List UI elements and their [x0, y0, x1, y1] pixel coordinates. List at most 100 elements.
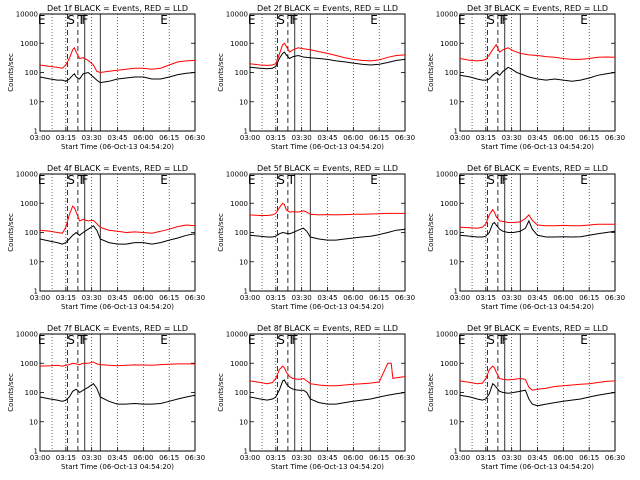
x-tick-label: 06:30 [185, 134, 205, 142]
x-tick-label: 06:00 [343, 134, 363, 142]
panel-title: Det 6f BLACK = Events, RED = LLD [467, 164, 608, 173]
panel-title: Det 5f BLACK = Events, RED = LLD [257, 164, 398, 173]
phase-marker: E [38, 333, 46, 347]
x-tick-label: 03:45 [107, 454, 127, 462]
x-tick-label: 06:15 [579, 294, 599, 302]
x-tick-label: 03:00 [240, 454, 260, 462]
panel-title: Det 4f BLACK = Events, RED = LLD [47, 164, 188, 173]
y-tick-label: 10 [29, 258, 38, 266]
x-tick-label: 06:15 [159, 134, 179, 142]
phase-marker: T [77, 173, 86, 187]
x-tick-label: 06:00 [133, 134, 153, 142]
phase-marker: E [370, 13, 378, 27]
x-tick-label: 06:00 [343, 454, 363, 462]
y-tick-label: 100 [445, 69, 458, 77]
x-tick-label: 06:15 [369, 294, 389, 302]
phase-marker: F [291, 333, 298, 347]
x-tick-label: 06:15 [579, 134, 599, 142]
phase-marker: T [287, 333, 296, 347]
x-tick-label: 06:15 [369, 454, 389, 462]
x-tick-label: 03:30 [502, 454, 522, 462]
events-series-line [460, 382, 615, 407]
x-tick-label: 03:30 [292, 294, 312, 302]
y-tick-label: 100 [25, 229, 38, 237]
y-axis-label: Counts/sec [427, 373, 435, 412]
phase-marker: F [81, 13, 88, 27]
x-tick-label: 03:45 [527, 294, 547, 302]
y-tick-label: 10 [449, 258, 458, 266]
y-tick-label: 1 [244, 288, 248, 296]
x-tick-label: 06:00 [133, 294, 153, 302]
phase-marker: S [487, 173, 495, 187]
lld-series-line [40, 46, 195, 74]
phase-marker: E [580, 333, 588, 347]
y-axis-label: Counts/sec [427, 213, 435, 252]
phase-marker: E [160, 173, 168, 187]
y-axis-label: Counts/sec [217, 53, 225, 92]
x-axis-label: Start Time (06-Oct-13 04:54:20) [61, 303, 174, 311]
y-tick-label: 10000 [436, 11, 458, 19]
phase-marker: S [277, 13, 285, 27]
y-tick-label: 10000 [226, 331, 248, 339]
x-axis-label: Start Time (06-Oct-13 04:54:20) [481, 143, 594, 151]
phase-marker: E [248, 333, 256, 347]
y-tick-label: 100 [445, 389, 458, 397]
x-tick-label: 03:30 [82, 454, 102, 462]
y-tick-label: 1000 [20, 40, 38, 48]
y-tick-label: 10000 [16, 331, 38, 339]
panel-title: Det 9f BLACK = Events, RED = LLD [467, 324, 608, 333]
x-tick-label: 03:45 [107, 134, 127, 142]
x-axis-label: Start Time (06-Oct-13 04:54:20) [481, 463, 594, 471]
y-tick-label: 1 [34, 288, 38, 296]
phase-marker: E [38, 173, 46, 187]
x-tick-label: 06:15 [369, 134, 389, 142]
events-series-line [250, 379, 405, 405]
x-tick-label: 06:00 [553, 294, 573, 302]
y-axis-label: Counts/sec [427, 53, 435, 92]
x-tick-label: 03:45 [317, 294, 337, 302]
x-tick-label: 06:30 [185, 294, 205, 302]
phase-marker: E [370, 173, 378, 187]
x-tick-label: 03:30 [292, 134, 312, 142]
x-tick-label: 06:30 [395, 294, 415, 302]
lld-series-line [460, 365, 615, 391]
lld-series-line [40, 205, 195, 234]
x-tick-label: 03:30 [82, 294, 102, 302]
phase-marker: T [497, 13, 506, 27]
x-tick-label: 03:15 [266, 454, 286, 462]
y-tick-label: 1 [34, 448, 38, 456]
x-axis-label: Start Time (06-Oct-13 04:54:20) [271, 463, 384, 471]
x-tick-label: 03:00 [450, 134, 470, 142]
lld-series-line [250, 362, 405, 387]
x-tick-label: 06:30 [605, 294, 625, 302]
x-tick-label: 06:30 [395, 134, 415, 142]
phase-marker: E [458, 13, 466, 27]
phase-marker: E [248, 173, 256, 187]
x-tick-label: 03:30 [292, 454, 312, 462]
y-tick-label: 100 [235, 69, 248, 77]
lld-series-line [460, 208, 615, 229]
y-tick-label: 1000 [20, 200, 38, 208]
y-tick-label: 10 [29, 418, 38, 426]
y-tick-label: 10000 [226, 171, 248, 179]
phase-marker: F [501, 13, 508, 27]
y-tick-label: 10000 [226, 11, 248, 19]
phase-marker: E [580, 13, 588, 27]
phase-marker: S [67, 173, 75, 187]
x-tick-label: 03:15 [56, 454, 76, 462]
phase-marker: S [67, 13, 75, 27]
y-axis-label: Counts/sec [7, 373, 15, 412]
y-tick-label: 1000 [440, 40, 458, 48]
x-tick-label: 03:30 [502, 134, 522, 142]
phase-marker: T [77, 333, 86, 347]
phase-marker: S [277, 173, 285, 187]
y-tick-label: 1 [454, 448, 458, 456]
phase-marker: S [277, 333, 285, 347]
events-series-line [40, 225, 195, 245]
x-tick-label: 06:00 [553, 454, 573, 462]
